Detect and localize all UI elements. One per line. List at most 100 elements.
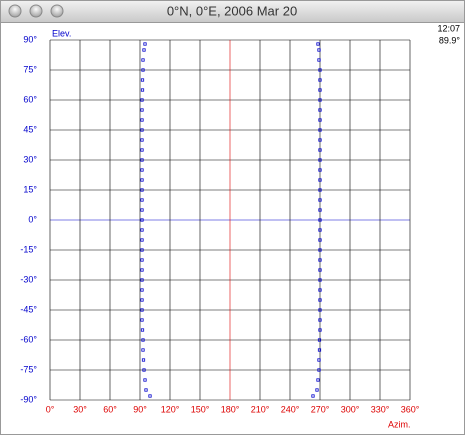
y-tick-label: 75° (23, 64, 37, 74)
y-tick-label: 0° (28, 214, 37, 224)
sun-position (141, 58, 145, 62)
y-tick-label: -30° (20, 274, 37, 284)
y-tick-label: 45° (23, 124, 37, 134)
sun-position (316, 42, 320, 46)
sun-position (318, 198, 322, 202)
sun-position (318, 88, 322, 92)
sun-position (318, 288, 322, 292)
x-tick-label: 150° (191, 404, 210, 414)
sun-position (141, 68, 145, 72)
sun-position (140, 268, 144, 272)
sun-position (140, 118, 144, 122)
minimize-button[interactable] (29, 4, 43, 18)
sun-position (140, 138, 144, 142)
x-tick-label: 360° (401, 404, 420, 414)
sun-position (140, 128, 144, 132)
sun-position (140, 278, 144, 282)
sun-position (318, 258, 322, 262)
x-tick-label: 120° (161, 404, 180, 414)
sun-position (318, 298, 322, 302)
sun-position (140, 288, 144, 292)
sun-position (317, 58, 321, 62)
y-tick-label: -60° (20, 334, 37, 344)
x-tick-label: 0° (46, 404, 55, 414)
y-tick-label: 15° (23, 184, 37, 194)
sun-position (318, 228, 322, 232)
sun-position (318, 218, 322, 222)
sun-position (318, 78, 322, 82)
sun-position (318, 238, 322, 242)
sun-position (140, 148, 144, 152)
sun-position (318, 188, 322, 192)
y-tick-label: -90° (20, 394, 37, 404)
sun-position (315, 388, 319, 392)
sun-position (318, 158, 322, 162)
sun-position (140, 188, 144, 192)
x-tick-label: 300° (341, 404, 360, 414)
sun-position (317, 338, 322, 342)
sun-position (318, 128, 322, 132)
sun-position (318, 118, 322, 122)
sun-position (318, 108, 322, 112)
sun-position (311, 394, 315, 398)
y-tick-label: -75° (20, 364, 37, 374)
y-axis-label: Elev. (52, 28, 71, 38)
sun-position (144, 388, 148, 392)
x-tick-label: 330° (371, 404, 390, 414)
sun-position (318, 278, 322, 282)
sun-position (318, 268, 322, 272)
sun-position (143, 378, 147, 382)
zoom-button[interactable] (50, 4, 64, 18)
sun-position (142, 368, 146, 372)
sun-position (140, 228, 144, 232)
sun-position (140, 238, 144, 242)
sun-position (318, 318, 322, 322)
sun-position (142, 48, 146, 52)
y-tick-label: -45° (20, 304, 37, 314)
sun-position (318, 328, 322, 332)
x-tick-label: 30° (73, 404, 87, 414)
sun-position (140, 248, 144, 252)
x-tick-label: 240° (281, 404, 300, 414)
sun-position (140, 198, 144, 202)
sun-position (140, 168, 144, 172)
sun-position (140, 318, 144, 322)
sun-position (140, 98, 144, 102)
y-tick-label: -15° (20, 244, 37, 254)
sun-position (140, 178, 144, 182)
x-axis-label: Azim. (388, 419, 411, 429)
sun-position (141, 358, 146, 362)
sun-position (318, 308, 322, 312)
sun-position (318, 208, 322, 212)
sun-position (140, 208, 144, 212)
x-tick-label: 210° (251, 404, 270, 414)
sun-position (140, 328, 145, 332)
sun-position (318, 168, 322, 172)
sun-position (318, 98, 322, 102)
sun-position (318, 178, 322, 182)
y-tick-label: 30° (23, 154, 37, 164)
sun-position (317, 368, 321, 372)
close-button[interactable] (8, 4, 22, 18)
sun-position (316, 378, 320, 382)
sun-position (140, 108, 144, 112)
sun-position (318, 248, 322, 252)
sun-position (140, 158, 144, 162)
x-tick-label: 270° (311, 404, 330, 414)
sun-position (140, 258, 144, 262)
sun-position (141, 338, 145, 342)
sun-position (141, 348, 145, 352)
x-tick-label: 180° (221, 404, 240, 414)
sun-position (140, 78, 145, 82)
sun-position (143, 42, 147, 46)
elevation-readout: 89.9° (439, 35, 461, 45)
y-tick-label: 90° (23, 34, 37, 44)
sun-position (317, 48, 321, 52)
sun-position (140, 308, 144, 312)
sun-position (148, 394, 152, 398)
sun-position (317, 358, 321, 362)
time-readout: 12:07 (437, 23, 460, 33)
sun-position (140, 88, 145, 92)
